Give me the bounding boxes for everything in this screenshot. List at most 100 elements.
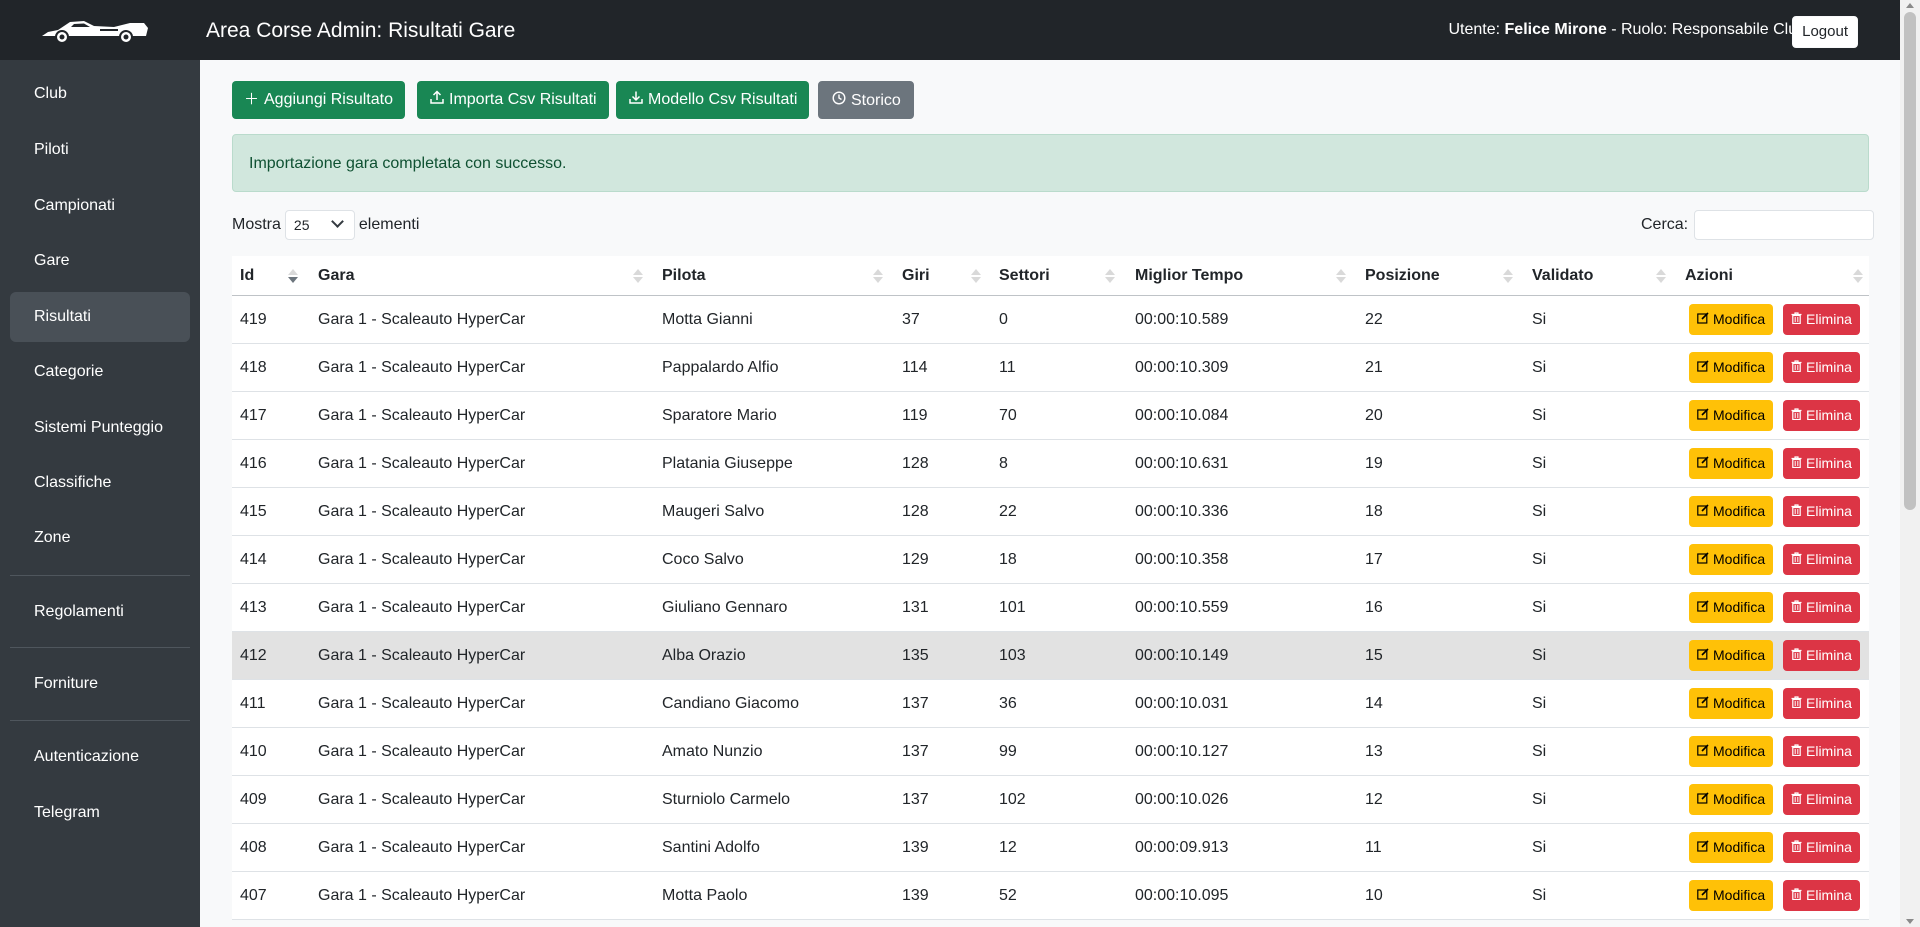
delete-button[interactable]: Elimina <box>1783 352 1860 383</box>
sidebar-divider <box>10 575 190 576</box>
table-row[interactable]: 416 Gara 1 - Scaleauto HyperCar Platania G… <box>232 440 1869 488</box>
sidebar-item-risultati[interactable]: Risultati <box>10 292 190 342</box>
show-label: Mostra <box>232 216 281 233</box>
col-header-miglior-tempo[interactable]: Miglior Tempo <box>1135 266 1244 284</box>
edit-label: Modifica <box>1713 791 1766 807</box>
cell-giri: 128 <box>902 454 929 472</box>
sidebar-item-classifiche[interactable]: Classifiche <box>34 474 112 491</box>
scroll-up-arrow-icon[interactable] <box>1906 3 1914 8</box>
edit-button[interactable]: Modifica <box>1689 688 1774 719</box>
cell-pilota: Pappalardo Alfio <box>662 358 779 376</box>
cell-validato: Si <box>1532 694 1547 712</box>
sidebar-item-piloti[interactable]: Piloti <box>34 141 69 158</box>
table-row[interactable]: 410 Gara 1 - Scaleauto HyperCar Amato Nunz… <box>232 728 1869 776</box>
sidebar: Club Piloti Campionati Gare Risultati Ca… <box>0 60 200 927</box>
sidebar-item-autenticazione[interactable]: Autenticazione <box>34 748 139 765</box>
cell-posizione: 17 <box>1365 550 1383 568</box>
add-result-button[interactable]: ＋ Aggiungi Risultato <box>232 81 405 119</box>
user-label: Utente: <box>1448 21 1501 38</box>
col-header-posizione[interactable]: Posizione <box>1365 266 1440 284</box>
delete-button[interactable]: Elimina <box>1783 640 1860 671</box>
cell-id: 415 <box>240 502 267 520</box>
cell-posizione: 20 <box>1365 406 1383 424</box>
table-row[interactable]: 418 Gara 1 - Scaleauto HyperCar Pappalardo… <box>232 344 1869 392</box>
table-row[interactable]: 412 Gara 1 - Scaleauto HyperCar Alba Orazi… <box>232 632 1869 680</box>
sidebar-item-gare[interactable]: Gare <box>34 252 70 269</box>
import-csv-button[interactable]: Importa Csv Risultati <box>417 81 609 119</box>
cell-settori: 102 <box>999 790 1026 808</box>
pencil-square-icon <box>1697 592 1709 623</box>
edit-button[interactable]: Modifica <box>1689 448 1774 479</box>
sidebar-item-sistemi-punteggio[interactable]: Sistemi Punteggio <box>34 419 163 436</box>
clock-icon <box>831 82 846 120</box>
race-car-logo-icon[interactable] <box>40 14 150 46</box>
search-input[interactable] <box>1694 210 1875 240</box>
delete-button[interactable]: Elimina <box>1783 832 1860 863</box>
sidebar-item-telegram[interactable]: Telegram <box>34 804 100 821</box>
delete-button[interactable]: Elimina <box>1783 496 1860 527</box>
sidebar-item-club[interactable]: Club <box>34 85 67 102</box>
scroll-down-arrow-icon[interactable] <box>1906 919 1914 924</box>
edit-button[interactable]: Modifica <box>1689 736 1774 767</box>
edit-button[interactable]: Modifica <box>1689 496 1774 527</box>
edit-label: Modifica <box>1713 647 1766 663</box>
history-button[interactable]: Storico <box>818 81 914 119</box>
table-row[interactable]: 408 Gara 1 - Scaleauto HyperCar Santini Ad… <box>232 824 1869 872</box>
sidebar-item-categorie[interactable]: Categorie <box>34 363 104 380</box>
cell-giri: 139 <box>902 838 929 856</box>
sidebar-item-regolamenti[interactable]: Regolamenti <box>34 603 124 620</box>
pencil-square-icon <box>1697 640 1709 671</box>
table-row[interactable]: 413 Gara 1 - Scaleauto HyperCar Giuliano G… <box>232 584 1869 632</box>
delete-button[interactable]: Elimina <box>1783 784 1860 815</box>
sidebar-item-forniture[interactable]: Forniture <box>34 675 99 692</box>
edit-button[interactable]: Modifica <box>1689 304 1774 335</box>
delete-label: Elimina <box>1806 407 1852 423</box>
edit-button[interactable]: Modifica <box>1689 544 1774 575</box>
delete-button[interactable]: Elimina <box>1783 592 1860 623</box>
cell-gara: Gara 1 - Scaleauto HyperCar <box>318 838 526 856</box>
sidebar-item-campionati[interactable]: Campionati <box>34 197 115 214</box>
csv-template-button[interactable]: Modello Csv Risultati <box>616 81 810 119</box>
delete-button[interactable]: Elimina <box>1783 304 1860 335</box>
col-header-validato[interactable]: Validato <box>1532 266 1594 284</box>
delete-button[interactable]: Elimina <box>1783 544 1860 575</box>
table-row[interactable]: 417 Gara 1 - Scaleauto HyperCar Sparatore … <box>232 392 1869 440</box>
pencil-square-icon <box>1697 496 1709 527</box>
scrollbar-thumb[interactable] <box>1904 12 1916 510</box>
cell-tempo: 00:00:10.309 <box>1135 358 1229 376</box>
edit-button[interactable]: Modifica <box>1689 592 1774 623</box>
col-header-settori[interactable]: Settori <box>999 266 1050 284</box>
cell-validato: Si <box>1532 838 1547 856</box>
page-size-select[interactable]: 25 <box>284 210 355 240</box>
logout-button[interactable]: Logout <box>1792 16 1858 48</box>
cell-validato: Si <box>1532 358 1547 376</box>
col-header-id[interactable]: Id <box>240 266 255 284</box>
table-row[interactable]: 409 Gara 1 - Scaleauto HyperCar Sturniolo … <box>232 776 1869 824</box>
table-row[interactable]: 414 Gara 1 - Scaleauto HyperCar Coco Salvo… <box>232 536 1869 584</box>
edit-button[interactable]: Modifica <box>1689 832 1774 863</box>
delete-button[interactable]: Elimina <box>1783 880 1860 911</box>
col-header-gara[interactable]: Gara <box>318 266 355 284</box>
delete-label: Elimina <box>1806 887 1852 903</box>
page-scrollbar[interactable] <box>1900 0 1920 927</box>
edit-button[interactable]: Modifica <box>1689 880 1774 911</box>
table-row[interactable]: 415 Gara 1 - Scaleauto HyperCar Maugeri Sa… <box>232 488 1869 536</box>
delete-button[interactable]: Elimina <box>1783 400 1860 431</box>
table-row[interactable]: 419 Gara 1 - Scaleauto HyperCar Motta Gian… <box>232 296 1869 344</box>
col-header-pilota[interactable]: Pilota <box>662 266 706 284</box>
col-header-giri[interactable]: Giri <box>902 266 930 284</box>
edit-button[interactable]: Modifica <box>1689 784 1774 815</box>
sidebar-item-zone[interactable]: Zone <box>34 529 71 546</box>
delete-label: Elimina <box>1806 503 1852 519</box>
delete-button[interactable]: Elimina <box>1783 736 1860 767</box>
delete-label: Elimina <box>1806 695 1852 711</box>
edit-button[interactable]: Modifica <box>1689 400 1774 431</box>
table-row[interactable]: 411 Gara 1 - Scaleauto HyperCar Candiano G… <box>232 680 1869 728</box>
edit-button[interactable]: Modifica <box>1689 352 1774 383</box>
delete-button[interactable]: Elimina <box>1783 448 1860 479</box>
trash-icon <box>1791 736 1802 767</box>
cell-giri: 137 <box>902 694 929 712</box>
edit-button[interactable]: Modifica <box>1689 640 1774 671</box>
table-row[interactable]: 407 Gara 1 - Scaleauto HyperCar Motta Paol… <box>232 872 1869 920</box>
delete-button[interactable]: Elimina <box>1783 688 1860 719</box>
